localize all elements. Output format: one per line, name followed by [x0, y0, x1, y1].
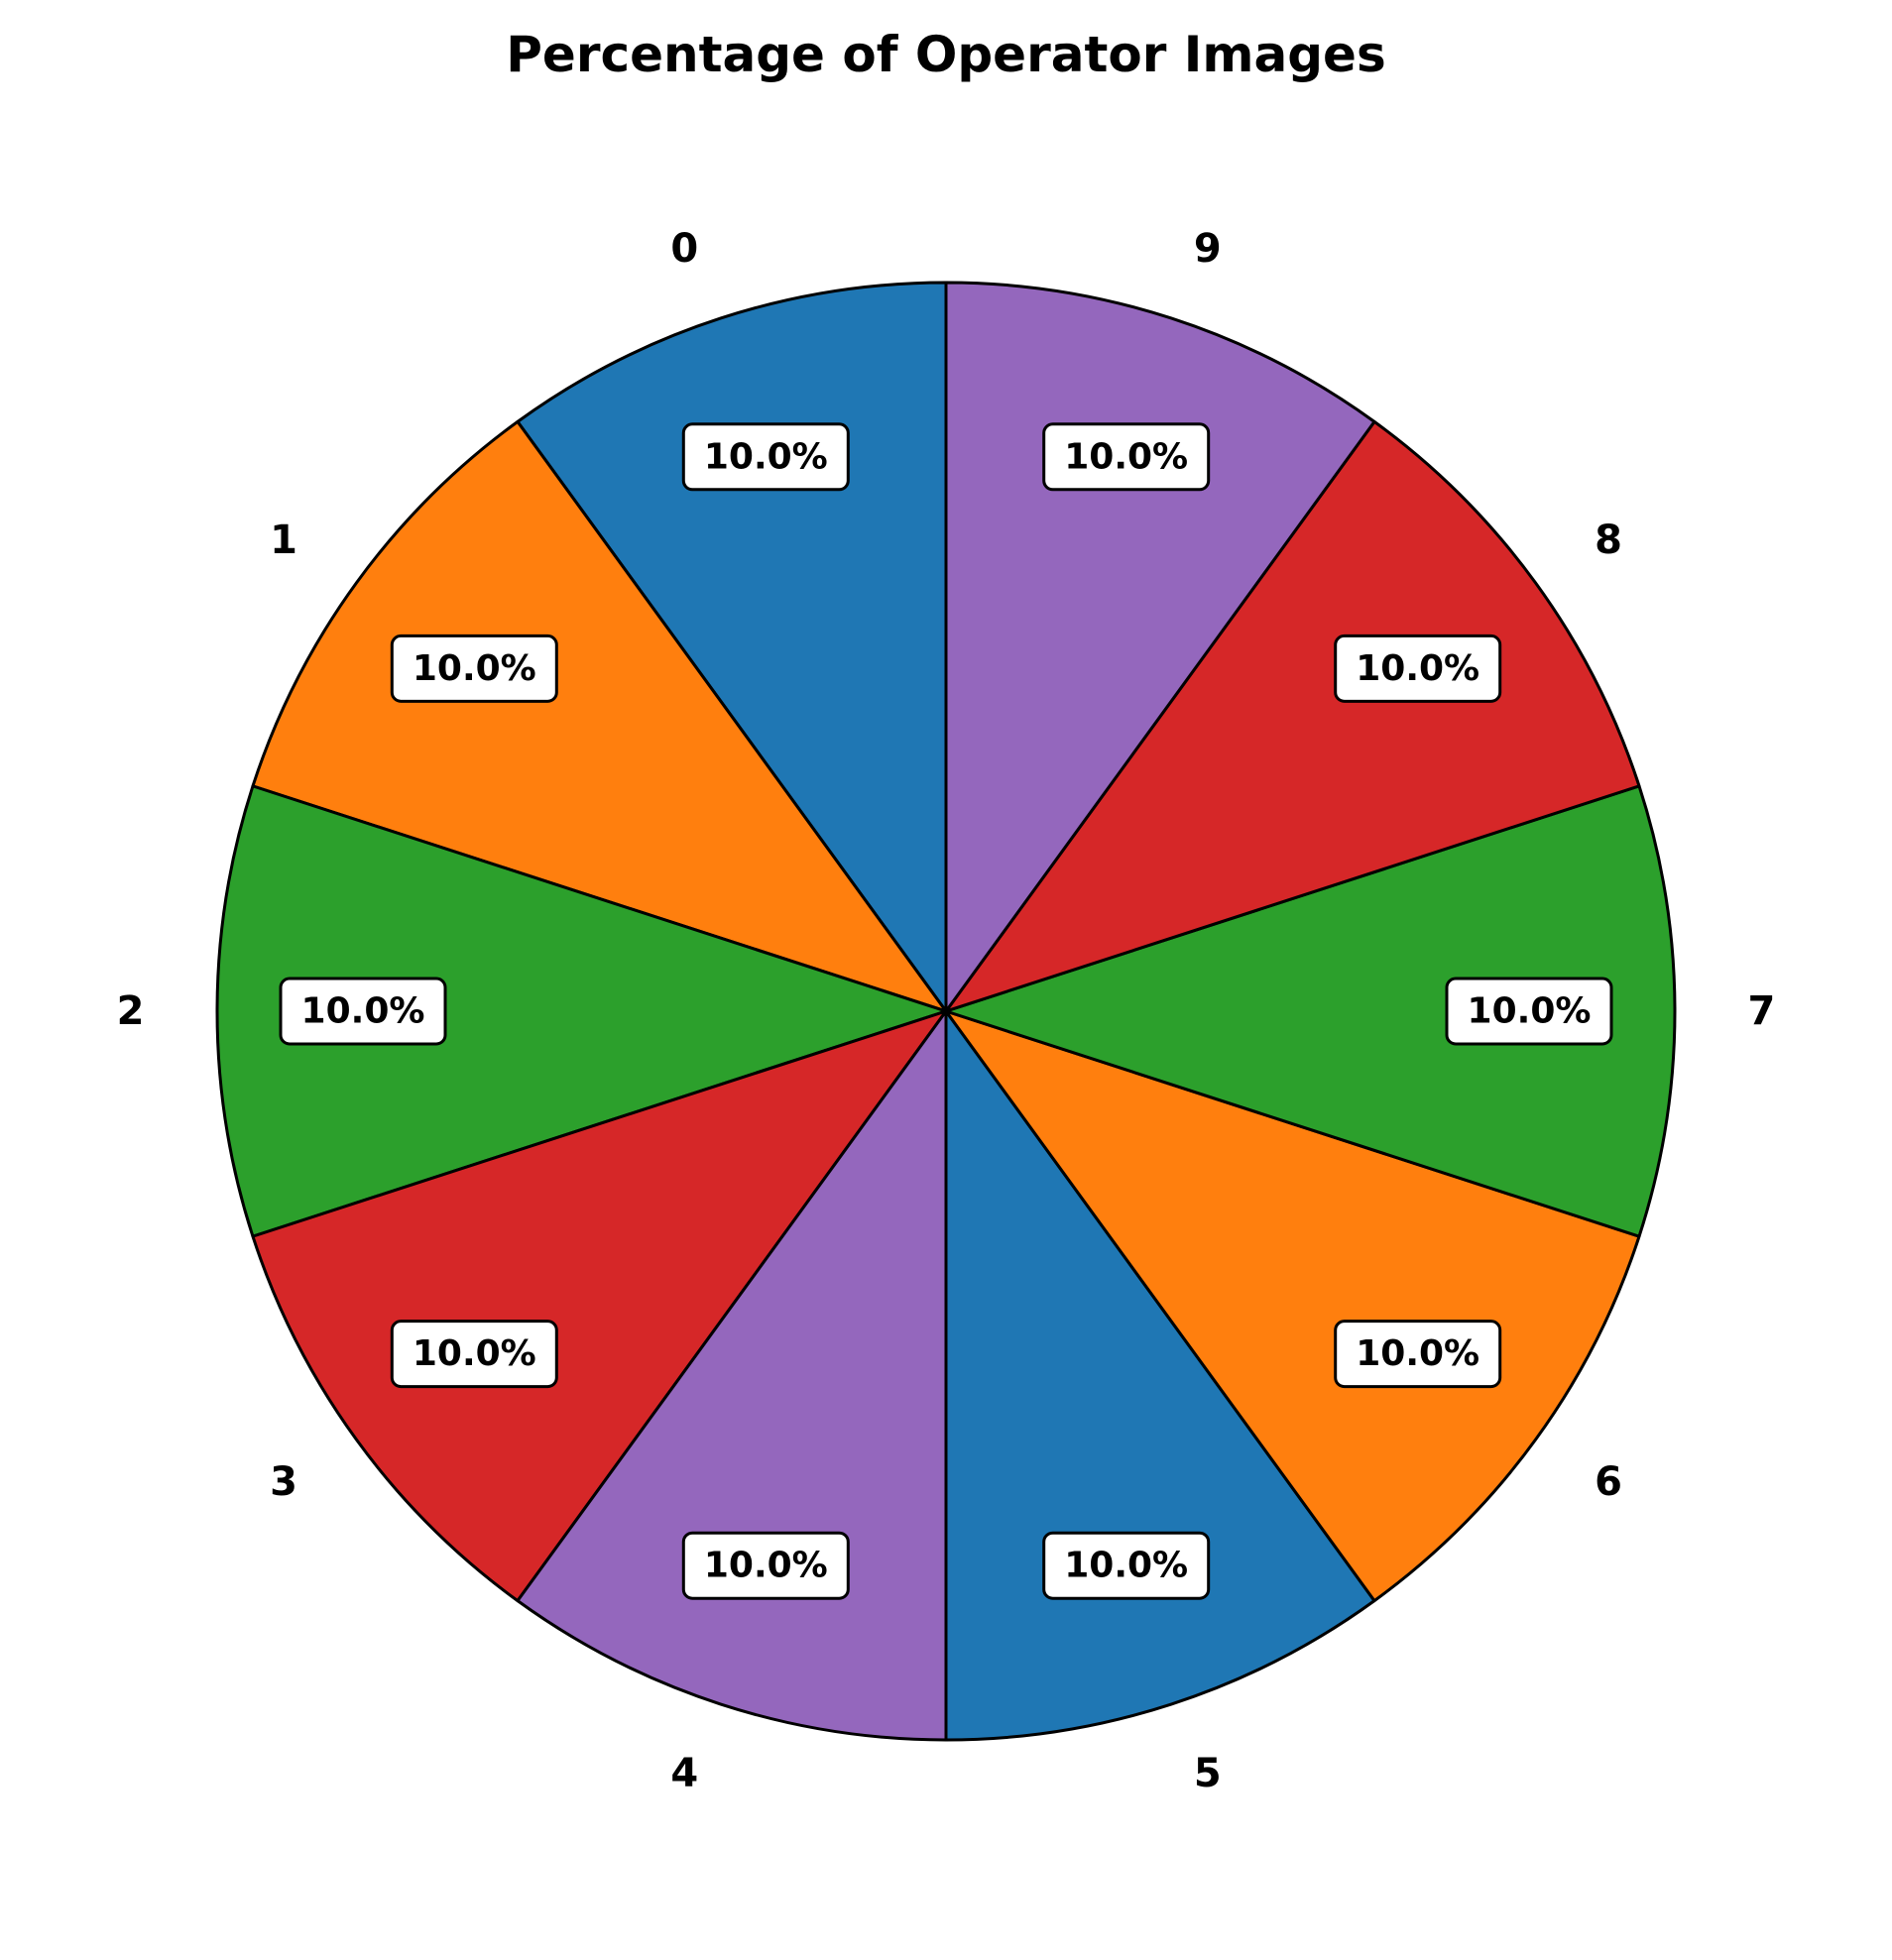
percent-label-0: 10.0% — [681, 422, 850, 492]
percent-label-box — [390, 634, 558, 703]
category-label-7: 7 — [1748, 988, 1776, 1034]
percent-label-text: 10.0% — [413, 1333, 536, 1374]
chart-title: Percentage of Operator Images — [506, 26, 1385, 83]
percent-label-text: 10.0% — [1064, 1546, 1188, 1586]
category-label-0: 0 — [670, 226, 698, 272]
percent-labels: 10.0% 10.0% 10.0% 10.0% 10.0% 10.0% 10.0% 10.0%… — [279, 422, 1613, 1600]
percent-label-text: 10.0% — [1356, 648, 1479, 689]
percent-label-text: 10.0% — [1356, 1333, 1479, 1374]
pie-slice-1 — [251, 419, 948, 1013]
percent-label-box — [1334, 1320, 1502, 1389]
pie-slice-3 — [251, 1009, 948, 1603]
percent-label-box — [390, 1320, 558, 1389]
percent-label-3: 10.0% — [390, 1320, 558, 1389]
percent-label-box — [1042, 1531, 1211, 1600]
pie-slice-7 — [944, 784, 1677, 1238]
percent-label-7: 10.0% — [1445, 977, 1613, 1046]
pie-slice-2 — [215, 784, 948, 1238]
percent-label-text: 10.0% — [413, 648, 536, 689]
percent-label-text: 10.0% — [1468, 991, 1592, 1032]
pie-slice-8 — [944, 419, 1641, 1013]
percent-label-box — [681, 422, 850, 492]
category-labels: 0 1 2 3 4 5 6 7 8 9 — [117, 226, 1776, 1796]
category-label-8: 8 — [1595, 518, 1622, 563]
percent-label-5: 10.0% — [1042, 1531, 1211, 1600]
pie-slices — [215, 281, 1677, 1742]
percent-label-box — [1334, 634, 1502, 703]
category-label-5: 5 — [1194, 1751, 1222, 1796]
percent-label-box — [1042, 422, 1211, 492]
percent-label-4: 10.0% — [681, 1531, 850, 1600]
percent-label-1: 10.0% — [390, 634, 558, 703]
percent-label-box — [1445, 977, 1613, 1046]
percent-label-6: 10.0% — [1334, 1320, 1502, 1389]
category-label-1: 1 — [270, 518, 297, 563]
percent-label-box — [681, 1531, 850, 1600]
percent-label-text: 10.0% — [704, 436, 828, 477]
percent-label-text: 10.0% — [1064, 436, 1188, 477]
percent-label-text: 10.0% — [704, 1546, 828, 1586]
pie-slice-6 — [944, 1009, 1641, 1603]
category-label-9: 9 — [1194, 226, 1222, 272]
category-label-4: 4 — [670, 1751, 698, 1796]
percent-label-8: 10.0% — [1334, 634, 1502, 703]
category-label-6: 6 — [1595, 1459, 1622, 1505]
percent-label-9: 10.0% — [1042, 422, 1211, 492]
percent-label-text: 10.0% — [301, 991, 425, 1032]
percent-label-2: 10.0% — [279, 977, 447, 1046]
category-label-3: 3 — [270, 1459, 297, 1505]
percent-label-box — [279, 977, 447, 1046]
category-label-2: 2 — [117, 988, 145, 1034]
